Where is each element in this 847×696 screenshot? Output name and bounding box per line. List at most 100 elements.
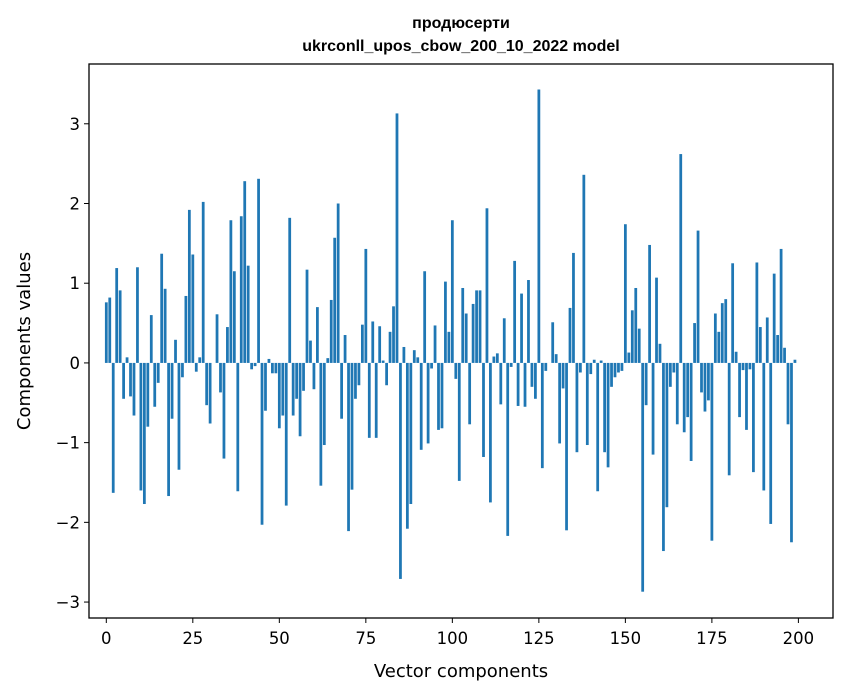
bar	[554, 354, 558, 363]
x-tick-label: 200	[783, 629, 815, 648]
bar	[111, 362, 115, 493]
bar	[277, 362, 281, 429]
bar	[409, 362, 413, 505]
y-tick-label: 1	[70, 274, 81, 293]
bar	[440, 362, 444, 429]
bar	[381, 360, 385, 363]
bar	[364, 248, 368, 363]
bar	[651, 362, 655, 455]
bar	[198, 357, 202, 363]
bar	[340, 362, 343, 419]
bar	[450, 220, 454, 363]
bar	[454, 362, 458, 379]
bar	[156, 362, 160, 383]
bar	[731, 263, 735, 363]
bar	[139, 362, 143, 491]
bar	[274, 362, 278, 374]
bar	[416, 357, 420, 363]
bar	[682, 362, 686, 433]
bar	[786, 362, 790, 425]
y-axis-ticks: 3 2 1 0 −1 −2 −3	[56, 115, 89, 612]
bar	[142, 362, 146, 505]
bar	[776, 335, 780, 363]
bar	[485, 208, 489, 363]
bar	[561, 362, 565, 389]
bar	[367, 362, 371, 438]
bar	[717, 331, 721, 363]
bar	[755, 262, 759, 363]
bar	[658, 343, 662, 363]
bar	[672, 362, 676, 373]
bar	[675, 362, 679, 425]
bar	[637, 328, 641, 363]
bar	[333, 237, 337, 363]
bar	[433, 325, 437, 363]
bar	[215, 314, 219, 363]
bar	[700, 362, 703, 393]
bar	[478, 290, 482, 363]
bar	[790, 362, 793, 543]
bar	[696, 230, 700, 363]
bar	[108, 297, 112, 363]
bar	[765, 317, 769, 363]
bar	[579, 362, 582, 373]
bar	[599, 360, 603, 363]
bar	[662, 362, 665, 552]
bar	[623, 224, 627, 363]
bar	[174, 339, 177, 363]
bar	[748, 362, 752, 370]
bar	[520, 293, 523, 363]
bar	[243, 181, 247, 363]
bar	[724, 299, 728, 363]
bar	[430, 362, 433, 369]
bar	[530, 362, 534, 387]
bar	[713, 313, 717, 363]
bar	[606, 362, 610, 468]
bar	[475, 290, 478, 363]
bar	[153, 362, 157, 407]
bar	[495, 353, 499, 363]
chart-title-line-1: продюсерти	[412, 15, 510, 32]
bar	[527, 280, 530, 363]
bar	[167, 362, 170, 497]
bar	[309, 340, 312, 363]
bar	[648, 244, 651, 363]
bar	[305, 269, 309, 363]
bar	[572, 252, 575, 363]
bar	[793, 359, 797, 363]
bar	[423, 271, 427, 363]
bar	[457, 362, 461, 481]
bar	[316, 307, 319, 363]
bar	[405, 362, 409, 529]
bar	[630, 310, 634, 363]
bar	[551, 322, 555, 363]
bar	[232, 271, 236, 363]
y-tick-label: 3	[70, 115, 81, 134]
bar	[565, 362, 568, 531]
bar	[447, 331, 451, 363]
bar	[219, 362, 222, 393]
bar	[513, 260, 517, 363]
y-tick-label: 2	[70, 194, 81, 213]
bar	[288, 217, 292, 363]
bar	[738, 362, 741, 418]
bar	[471, 303, 475, 363]
bar	[610, 362, 613, 387]
bar	[284, 362, 288, 506]
bar	[201, 201, 205, 363]
bar	[620, 362, 624, 371]
bar	[502, 318, 506, 363]
bar	[385, 362, 388, 386]
bar	[461, 287, 465, 363]
bar	[426, 362, 430, 444]
bar	[226, 327, 229, 363]
bar	[257, 178, 260, 363]
bar	[419, 362, 423, 450]
bar	[312, 362, 316, 390]
bar	[720, 303, 724, 363]
bar	[468, 362, 472, 425]
bar	[710, 362, 714, 541]
bar	[350, 362, 354, 490]
bar	[181, 362, 184, 378]
